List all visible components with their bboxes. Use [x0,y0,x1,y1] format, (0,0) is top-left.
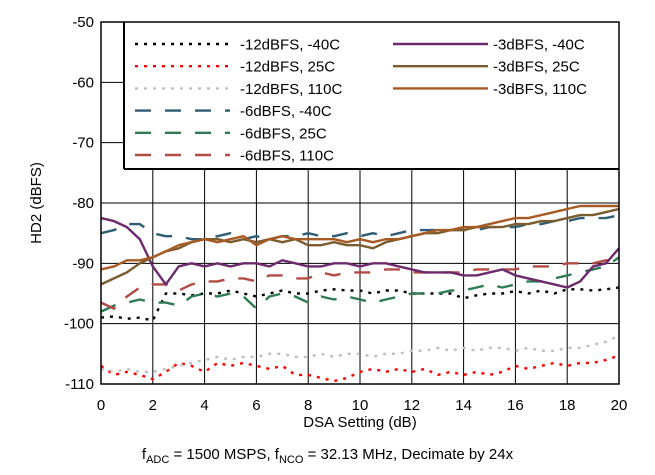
x-tick-label: 14 [455,397,472,414]
x-tick-label: 8 [304,397,312,414]
x-tick-label: 10 [352,397,369,414]
legend-label: -6dBFS, 25C [240,125,327,142]
series-line [100,354,620,383]
y-tick-label: -90 [72,255,94,272]
legend-background [124,22,619,169]
caption-subscript: NCO [278,454,304,466]
caption-subscript: ADC [146,454,170,466]
legend-label: -6dBFS, 110C [240,148,334,165]
y-tick-label: -80 [72,195,94,212]
x-axis-ticks: 0 2 4 6 8 10 12 14 16 18 20 [97,397,628,414]
x-tick-label: 12 [403,397,420,414]
legend-label: -12dBFS, -40C [240,37,340,54]
series-line [100,256,620,313]
x-tick-label: 6 [252,397,260,414]
caption-text: = 32.13 MHz, Decimate by 24x [303,446,514,463]
x-tick-label: 20 [611,397,628,414]
legend-label: -12dBFS, 110C [240,81,342,98]
series-line [100,216,620,289]
x-tick-label: 18 [559,397,576,414]
y-tick-label: -50 [72,14,94,31]
caption-text: f [141,446,147,463]
x-tick-label: 16 [507,397,524,414]
legend-label: -3dBFS, -40C [493,37,585,54]
y-axis-ticks: -50 -60 -70 -80 -90 -100 -110 [64,14,94,393]
series-line [100,213,620,241]
caption-text: = 1500 MSPS, f [169,446,279,463]
series-line [100,204,619,271]
series-line [100,286,620,322]
x-tick-label: 4 [200,397,208,414]
legend-label: -6dBFS, -40C [240,103,332,120]
y-tick-label: -110 [65,376,94,393]
legend-label: -12dBFS, 25C [240,59,335,76]
chart-caption: fADC = 1500 MSPS, fNCO = 32.13 MHz, Deci… [0,446,655,466]
x-axis-label: DSA Setting (dB) [303,414,416,431]
y-tick-label: -60 [72,74,94,91]
legend-label: -3dBFS, 25C [493,59,580,76]
series-layer [100,204,620,383]
y-tick-label: -100 [64,316,94,333]
series-line [100,259,619,310]
plot-frame [100,21,620,385]
legend: -12dBFS, -40C -12dBFS, 25C -12dBFS, 110C -6… [123,22,619,170]
x-tick-label: 2 [149,397,157,414]
chart-svg: -12dBFS, -40C -12dBFS, 25C -12dBFS, 110C -6… [28,14,628,431]
legend-label: -3dBFS, 110C [493,81,587,98]
y-tick-label: -70 [72,135,94,152]
y-axis-label: HD2 (dBFS) [28,162,45,244]
x-tick-label: 0 [97,397,105,414]
